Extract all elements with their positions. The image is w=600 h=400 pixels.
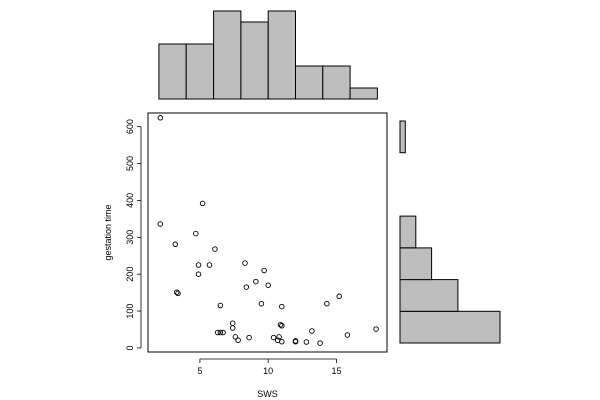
x-histogram-bar [185,43,214,100]
scatter-point [193,230,199,237]
scatter-point [217,329,224,336]
y-tick-label: 0 [125,345,135,350]
scatter-point [232,334,239,340]
y-histogram-bar [399,310,501,344]
x-tick-label: 15 [331,366,341,376]
y-histogram-bar [399,279,459,312]
scatter-point [373,326,379,332]
scatter-point [217,302,224,309]
scatter-point [344,332,351,338]
x-tick-label: 10 [263,366,273,376]
scatter-point [309,328,315,334]
y-tick-label: 500 [125,156,135,171]
y-histogram-bar [399,120,406,154]
y-histogram-bar [399,215,417,249]
scatter-point [336,293,342,300]
scatter-point [157,115,164,121]
scatter-point [276,334,282,340]
scatter-point [292,338,299,345]
scatter-point [206,262,213,268]
x-histogram-bar [267,10,297,100]
scatter-point [253,278,259,285]
scatter-point [229,325,236,331]
y-tick-label: 400 [125,193,135,208]
scatter-point [265,282,271,288]
scatter-point [195,271,202,277]
scatter-point [246,334,252,341]
x-axis: 5 10 15 [197,358,341,376]
x-axis-label: SWS [257,389,278,399]
x-histogram-bar [349,87,378,100]
y-tick-label: 100 [125,304,135,319]
scatter-point [261,267,267,274]
scatter-plot-frame [147,112,388,353]
x-histogram-bar [158,43,187,100]
x-tick-label: 5 [197,366,202,376]
scatter-point [243,284,250,290]
scatter-point [199,200,206,207]
y-axis-label: gestation time [103,204,113,260]
scatter-point [220,329,226,336]
scatter-point [242,260,248,266]
y-tick-label: 200 [125,267,135,282]
y-axis: 0 100 200 300 400 500 600 [125,119,142,350]
scatter-point [229,320,236,326]
x-histogram-bar [240,21,269,100]
scatter-point [303,339,310,345]
scatter-point [212,246,218,252]
x-marginal-histogram [158,10,378,100]
scatter-point [175,290,181,297]
scatter-points [157,115,379,346]
scatter-point [214,329,221,336]
scatter-point [324,300,330,307]
y-tick-label: 300 [125,230,135,245]
scatter-point [270,334,277,341]
scatter-point [279,323,285,329]
scatter-point [195,262,202,268]
y-marginal-histogram [399,120,501,344]
scatter-point [173,289,180,296]
x-histogram-bar [213,10,242,100]
scatter-point [279,303,285,310]
scatter-point [157,221,164,227]
x-histogram-bar [295,65,324,100]
scatter-point [317,340,323,346]
y-histogram-bar [399,247,433,281]
scatter-point [258,300,265,307]
scatter-point [277,321,284,328]
scatter-point [235,337,241,343]
scatter-point [172,241,179,248]
x-histogram-bar [322,65,351,100]
scatter-point [279,338,285,345]
y-tick-label: 600 [125,119,135,134]
